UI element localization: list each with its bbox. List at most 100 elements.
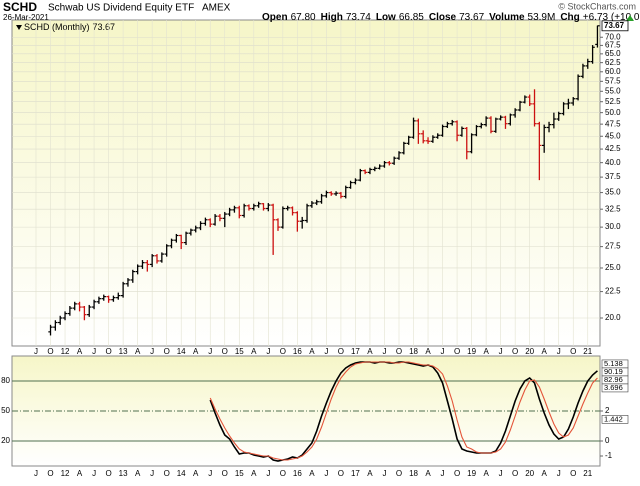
exchange: AMEX <box>202 3 231 14</box>
value-box-label: 5.138 <box>604 359 623 368</box>
x-tick-label: 13 <box>119 469 128 478</box>
x-tick-label: 17 <box>351 347 360 356</box>
x-tick-label: O <box>396 469 402 478</box>
x-tick-label: O <box>338 347 344 356</box>
x-tick-label: O <box>47 347 53 356</box>
x-tick-label: O <box>454 469 460 478</box>
x-tick-label: 17 <box>351 469 360 478</box>
x-tick-label: A <box>309 347 315 356</box>
x-tick-label: 18 <box>409 347 418 356</box>
last-value-label: 73.67 <box>604 21 625 30</box>
value-box-label: 1.442 <box>604 414 623 423</box>
x-tick-label: O <box>512 347 518 356</box>
value-box-label: 82.96 <box>604 375 623 384</box>
x-tick-label: A <box>193 469 199 478</box>
x-tick-label: O <box>164 469 170 478</box>
quote-value: 67.80 <box>291 12 316 23</box>
x-tick-label: 12 <box>61 347 70 356</box>
quote-label: Volume <box>489 12 525 23</box>
y-tick-label: 60.0 <box>605 67 621 76</box>
x-tick-label: J <box>208 469 212 478</box>
indicator-line <box>209 361 598 461</box>
x-tick-label: 13 <box>119 347 128 356</box>
y2-tick-label: 0 <box>605 436 610 445</box>
x-tick-label: A <box>367 347 373 356</box>
x-tick-label: J <box>557 469 561 478</box>
date: 26-Mar-2021 <box>3 13 49 22</box>
x-tick-label: J <box>324 347 328 356</box>
x-tick-label: A <box>135 469 141 478</box>
quote-label: Low <box>376 12 396 23</box>
quote-value: 73.74 <box>346 12 371 23</box>
x-tick-label: 19 <box>467 469 476 478</box>
y-tick-label: 27.5 <box>605 242 621 251</box>
x-tick-label: J <box>266 347 270 356</box>
up-arrow <box>626 15 634 21</box>
x-tick-label: A <box>135 347 141 356</box>
value-box <box>601 415 629 424</box>
legend-marker <box>16 25 22 30</box>
symbol: SCHD <box>3 0 37 14</box>
x-tick-label: 19 <box>467 347 476 356</box>
quote-label: Close <box>429 12 457 23</box>
y-tick-label: 55.0 <box>605 86 621 95</box>
x-tick-label: 14 <box>177 469 186 478</box>
x-tick-label: O <box>280 347 286 356</box>
x-tick-label: J <box>557 347 561 356</box>
last-value-box <box>601 20 629 32</box>
x-tick-label: O <box>280 469 286 478</box>
legend-value: 73.67 <box>93 22 116 32</box>
x-tick-label: 15 <box>235 347 244 356</box>
x-tick-label: 21 <box>583 469 592 478</box>
value-box <box>601 383 629 393</box>
x-tick-label: 15 <box>235 469 244 478</box>
x-tick-label: O <box>512 469 518 478</box>
quote-value: +6.73 (+10.06%) <box>583 12 640 23</box>
x-tick-label: J <box>382 347 386 356</box>
x-tick-label: 16 <box>293 347 302 356</box>
x-tick-label: A <box>425 347 431 356</box>
x-tick-label: A <box>542 347 548 356</box>
y-tick-label: 45.0 <box>605 131 621 140</box>
y-tick-label: 50.0 <box>605 108 621 117</box>
x-tick-label: 12 <box>61 469 70 478</box>
legend: SCHD (Monthly) 73.67 <box>24 22 115 32</box>
y-tick-label: 70.0 <box>605 32 621 41</box>
x-tick-label: J <box>92 347 96 356</box>
y-tick-label: 20.0 <box>605 313 621 322</box>
y-tick-label: 40.0 <box>605 158 621 167</box>
x-tick-label: O <box>454 347 460 356</box>
quote-value: 53.9M <box>528 12 556 23</box>
quote-value: 66.85 <box>399 12 424 23</box>
y-tick-label: 37.5 <box>605 172 621 181</box>
x-tick-label: A <box>193 347 199 356</box>
x-tick-label: J <box>266 469 270 478</box>
value-box-label: 3.696 <box>604 383 623 392</box>
y-tick-label: 65.0 <box>605 49 621 58</box>
y-tick-label: 25.0 <box>605 263 621 272</box>
y-tick-label: 50 <box>1 406 10 415</box>
y-tick-label: 30.0 <box>605 222 621 231</box>
quote-label: High <box>321 12 343 23</box>
x-tick-label: O <box>338 469 344 478</box>
y-tick-label: 32.5 <box>605 204 621 213</box>
quote-label: Chg <box>560 12 579 23</box>
y2-tick-label: 2 <box>605 406 610 415</box>
y-tick-label: 57.5 <box>605 76 621 85</box>
y-tick-label: 42.5 <box>605 144 621 153</box>
x-tick-label: O <box>222 347 228 356</box>
x-tick-label: O <box>396 347 402 356</box>
source: © StockCharts.com <box>558 1 636 11</box>
y-tick-label: 22.5 <box>605 287 621 296</box>
x-tick-label: J <box>499 347 503 356</box>
x-tick-label: O <box>164 347 170 356</box>
y-tick-label: 62.5 <box>605 58 621 67</box>
x-tick-label: O <box>222 469 228 478</box>
x-tick-label: J <box>34 469 38 478</box>
x-tick-label: J <box>441 347 445 356</box>
x-tick-label: O <box>570 469 576 478</box>
x-tick-label: O <box>570 347 576 356</box>
quote-label: Open <box>262 12 288 23</box>
x-tick-label: A <box>251 469 257 478</box>
